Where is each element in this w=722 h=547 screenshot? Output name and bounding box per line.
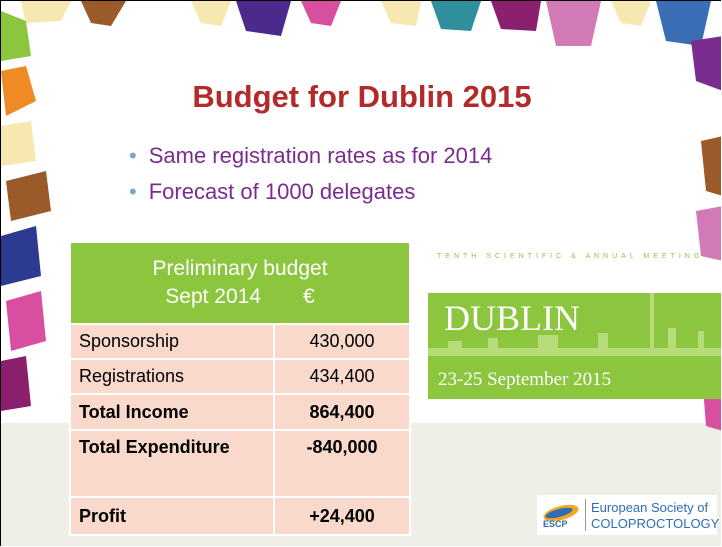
event-dates: 23-25 September 2015 bbox=[438, 369, 611, 391]
event-logo: DUBLIN 23-25 September 2015 bbox=[428, 293, 721, 399]
event-city: DUBLIN bbox=[444, 297, 580, 339]
title: Budget for Dublin 2015 bbox=[1, 79, 721, 115]
cell: Profit bbox=[70, 497, 274, 535]
cell: 430,000 bbox=[274, 324, 410, 359]
header-text: Sept 2014 bbox=[165, 285, 261, 308]
society-name: European Society of bbox=[591, 500, 708, 515]
bullet: Forecast of 1000 delegates bbox=[129, 179, 415, 205]
cell: +24,400 bbox=[274, 497, 410, 535]
cell: Sponsorship bbox=[70, 324, 274, 359]
cell: -840,000 bbox=[274, 430, 410, 497]
bullet: Same registration rates as for 2014 bbox=[129, 143, 492, 169]
event-tagline: TENTH SCIENTIFIC & ANNUAL MEETING bbox=[437, 253, 703, 260]
header-text: € bbox=[303, 285, 315, 308]
society-abbr: ESCP bbox=[543, 519, 568, 529]
slide: Budget for Dublin 2015 Same registration… bbox=[0, 0, 721, 546]
cell: Total Expenditure bbox=[70, 430, 274, 497]
society-name: COLOPROCTOLOGY bbox=[591, 516, 719, 531]
society-logo: ESCP European Society of COLOPROCTOLOGY bbox=[537, 495, 717, 535]
header-text: Preliminary budget bbox=[152, 257, 327, 280]
cell: Registrations bbox=[70, 359, 274, 394]
budget-table: Preliminary budget Sept 2014 € Sponsorshi… bbox=[69, 241, 411, 536]
table-header: Preliminary budget Sept 2014 € bbox=[70, 242, 410, 324]
cell: 434,400 bbox=[274, 359, 410, 394]
cell: 864,400 bbox=[274, 394, 410, 430]
cell: Total Income bbox=[70, 394, 274, 430]
